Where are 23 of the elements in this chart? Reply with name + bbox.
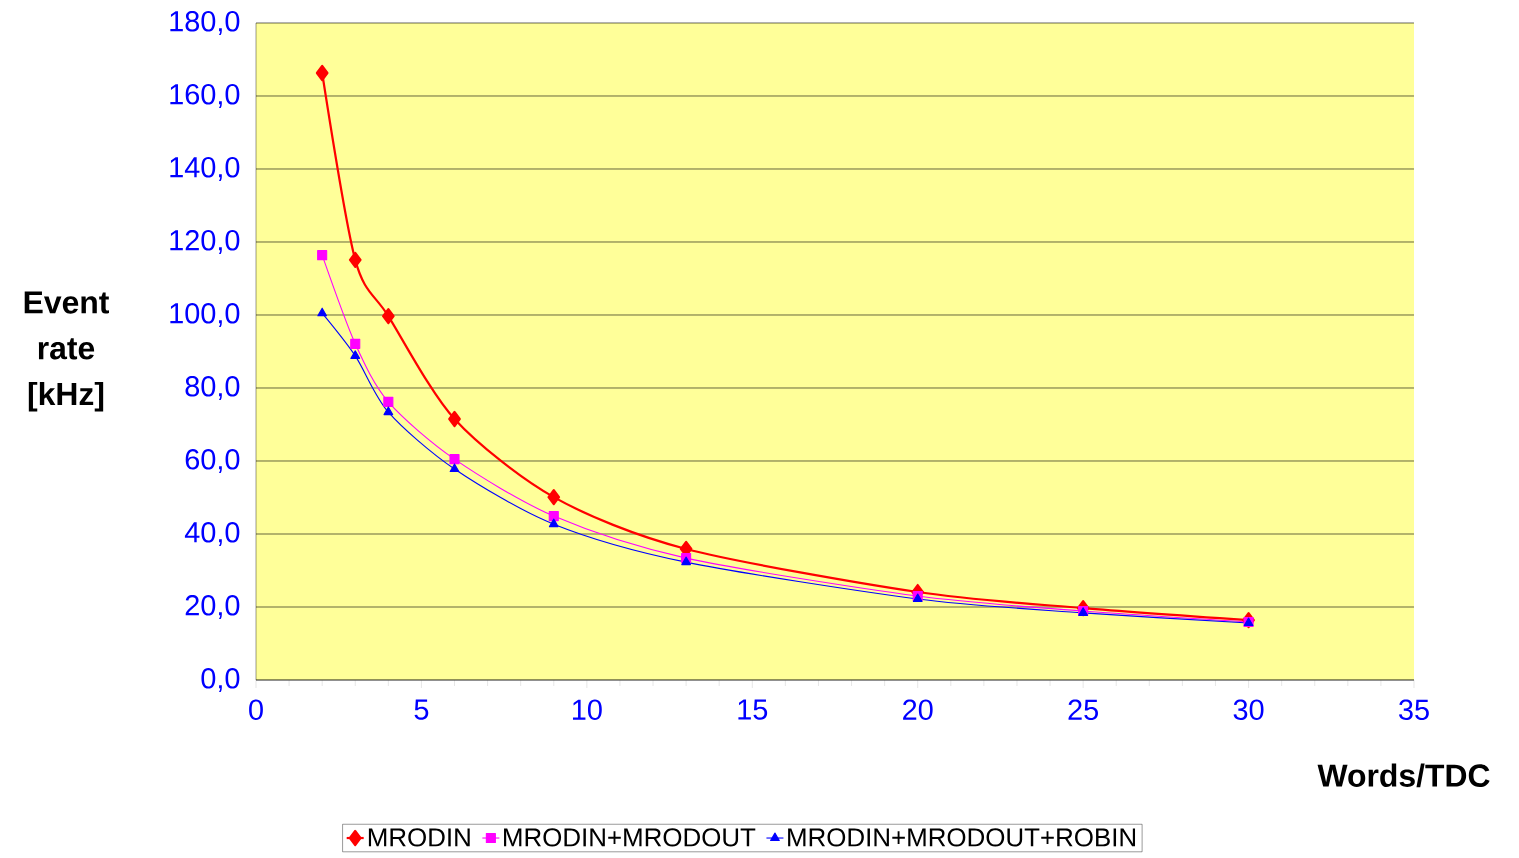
x-tick-label: 30 [1233,699,1264,720]
y-tick-label: 60,0 [185,449,240,473]
x-tick-label: 35 [1399,699,1429,720]
x-tick-label: 0 [249,699,263,720]
y-tick-label: 80,0 [185,376,240,400]
y-tick-label: 180,0 [170,11,240,35]
y-tick-label: 20,0 [185,595,240,619]
y-tick-label: 40,0 [184,522,240,546]
x-tick-label: 15 [738,699,768,720]
legend-label: MRODIN+MRODOUT+ROBIN [788,828,1136,847]
y-tick-label: 140,0 [170,157,240,181]
legend-label: MRODIN [368,828,470,847]
y-tick-label: 160,0 [170,84,240,108]
y-tick-label: 120,0 [170,230,240,254]
x-tick-label: 5 [414,699,429,720]
y-axis-title: Event rate [kHz] [24,291,109,412]
x-tick-label: 20 [903,699,933,720]
x-tick-label: 10 [572,699,602,720]
y-tick-label: 100,0 [170,303,240,327]
y-tick-label: 0,0 [201,668,240,692]
legend-label: MRODIN+MRODOUT [504,828,756,847]
x-tick-label: 25 [1068,699,1098,720]
x-axis-title: Words/TDC [1317,763,1490,788]
